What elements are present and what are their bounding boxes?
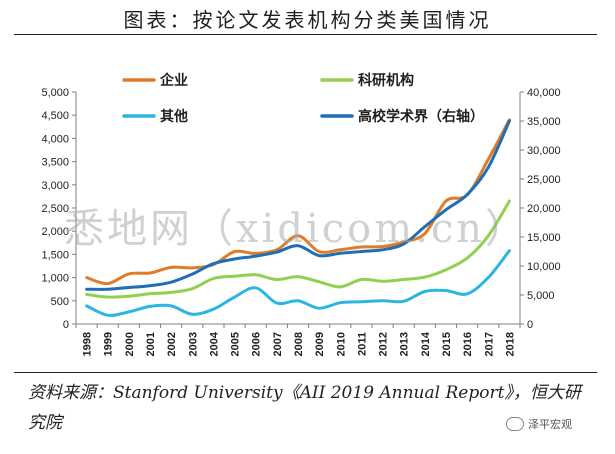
x-tick-label: 2012 bbox=[378, 332, 390, 356]
x-tick-label: 2003 bbox=[187, 332, 199, 356]
x-tick-label: 2008 bbox=[293, 332, 305, 356]
legend-item-academia: 高校学术界（右轴） bbox=[320, 108, 484, 125]
x-tick-label: 2011 bbox=[356, 332, 368, 356]
left-tick-label: 3,000 bbox=[41, 180, 69, 192]
x-tick-label: 1999 bbox=[103, 332, 115, 356]
right-tick-label: 5,000 bbox=[527, 290, 555, 302]
legend-label: 企业 bbox=[159, 72, 188, 89]
title-divider bbox=[14, 34, 597, 35]
right-tick-label: 0 bbox=[527, 319, 533, 331]
x-tick-label: 2006 bbox=[251, 332, 263, 356]
series-lines bbox=[85, 118, 511, 317]
x-tick-label: 2018 bbox=[504, 332, 516, 356]
right-tick-label: 30,000 bbox=[527, 145, 561, 157]
left-tick-label: 2,500 bbox=[41, 203, 69, 215]
right-tick-label: 25,000 bbox=[527, 174, 561, 186]
chat-bubble-icon bbox=[506, 417, 524, 431]
legend-item-other: 其他 bbox=[122, 108, 188, 125]
chart-title: 图表：按论文发表机构分类美国情况 bbox=[123, 8, 492, 32]
line-chart: 0 500 1,000 1,500 2,000 2,500 3,000 3,500 4,000 4… bbox=[41, 72, 560, 356]
legend-label: 其他 bbox=[160, 108, 188, 125]
x-tick-label: 2017 bbox=[483, 332, 495, 356]
source-divider bbox=[14, 372, 597, 373]
right-tick-label: 15,000 bbox=[527, 232, 561, 244]
legend-label: 科研机构 bbox=[358, 72, 414, 89]
left-tick-label: 1,000 bbox=[41, 273, 69, 285]
source-note: 资料来源：Stanford University《AII 2019 Annual… bbox=[28, 383, 581, 433]
left-tick-label: 2,000 bbox=[41, 226, 69, 238]
left-tick-label: 500 bbox=[51, 296, 69, 308]
series-line-enterprise bbox=[85, 118, 511, 286]
account-name: 泽平宏观 bbox=[528, 418, 572, 431]
x-tick-label: 2013 bbox=[399, 332, 411, 356]
right-tick-label: 20,000 bbox=[527, 203, 561, 215]
right-tick-label: 35,000 bbox=[527, 116, 561, 128]
left-tick-label: 4,500 bbox=[41, 110, 69, 122]
x-tick-label: 2001 bbox=[145, 332, 157, 356]
x-tick-label: 2005 bbox=[230, 332, 242, 356]
axes: 0 500 1,000 1,500 2,000 2,500 3,000 3,500 4,000 4… bbox=[41, 87, 560, 356]
x-tick-label: 2014 bbox=[420, 331, 432, 356]
account-badge: 泽平宏观 bbox=[506, 416, 572, 432]
x-tick-label: 2002 bbox=[166, 332, 178, 356]
x-tick-label: 2010 bbox=[335, 332, 347, 356]
x-tick-label: 1998 bbox=[82, 332, 94, 356]
series-line-other bbox=[85, 249, 511, 317]
legend-label: 高校学术界（右轴） bbox=[358, 108, 484, 125]
series-line-academia bbox=[85, 119, 511, 291]
legend-item-research-institutes: 科研机构 bbox=[320, 72, 414, 89]
legend-item-enterprise: 企业 bbox=[122, 72, 188, 89]
x-tick-label: 2015 bbox=[441, 332, 453, 356]
x-tick-label: 2007 bbox=[272, 332, 284, 356]
right-tick-label: 10,000 bbox=[527, 261, 561, 273]
x-tick-label: 2016 bbox=[462, 332, 474, 356]
x-tick-label: 2004 bbox=[208, 331, 220, 356]
series-line-research-institutes bbox=[85, 199, 511, 299]
left-tick-label: 3,500 bbox=[41, 157, 69, 169]
left-tick-label: 0 bbox=[63, 319, 69, 331]
x-tick-label: 2000 bbox=[124, 332, 136, 356]
right-tick-label: 40,000 bbox=[527, 87, 561, 99]
left-tick-label: 5,000 bbox=[41, 87, 69, 99]
left-tick-label: 1,500 bbox=[41, 249, 69, 261]
x-tick-label: 2009 bbox=[314, 332, 326, 356]
left-tick-label: 4,000 bbox=[41, 133, 69, 145]
